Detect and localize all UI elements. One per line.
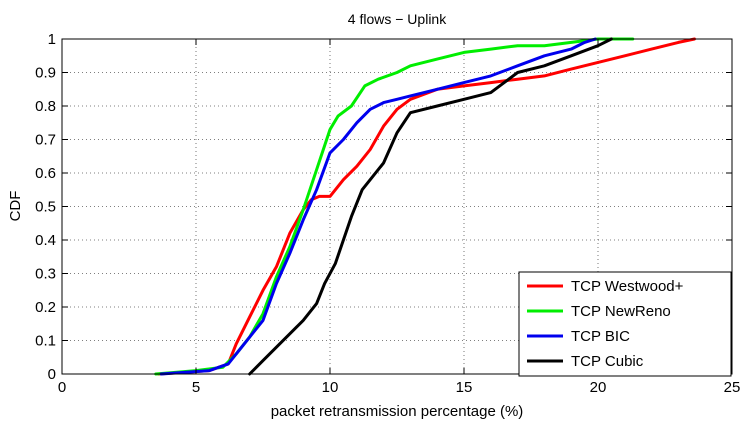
y-tick-label: 1 — [48, 31, 56, 48]
legend: TCP Westwood+ TCP NewReno TCP BIC TCP Cubic — [518, 271, 732, 377]
legend-label: TCP NewReno — [571, 303, 671, 320]
series-line-tcp-westwood — [157, 37, 696, 376]
y-tick-label: 0.9 — [35, 65, 56, 82]
legend-box — [518, 271, 732, 377]
x-tick-label: 0 — [58, 379, 66, 396]
y-tick-label: 0 — [48, 366, 56, 383]
y-tick-label: 0.2 — [35, 299, 56, 316]
x-axis-label: packet retransmission percentage (%) — [271, 403, 524, 420]
y-tick-label: 0.3 — [35, 266, 56, 283]
x-tick-label: 10 — [322, 379, 339, 396]
x-tick-label: 15 — [456, 379, 473, 396]
series-line-tcp-bic — [159, 37, 597, 376]
x-tick-label: 5 — [192, 379, 200, 396]
axis-ticks: 0 5 10 15 20 25 0 0.1 0.2 0.3 0.4 0.5 0.6 0.7 0.8 0.9 1 — [35, 31, 740, 396]
y-tick-label: 0.5 — [35, 199, 56, 216]
series-lines — [154, 37, 696, 376]
chart-title: 4 flows − Uplink — [348, 11, 447, 27]
legend-label: TCP Cubic — [571, 353, 644, 370]
legend-label: TCP BIC — [571, 328, 630, 345]
y-tick-label: 0.6 — [35, 165, 56, 182]
series-line-tcp-cubic — [248, 37, 613, 376]
y-axis-label: CDF — [7, 191, 24, 222]
x-tick-label: 20 — [590, 379, 607, 396]
legend-label: TCP Westwood+ — [571, 278, 684, 295]
y-tick-label: 0.4 — [35, 232, 56, 249]
y-tick-label: 0.1 — [35, 333, 56, 350]
y-tick-label: 0.7 — [35, 132, 56, 149]
x-tick-label: 25 — [724, 379, 741, 396]
y-tick-label: 0.8 — [35, 98, 56, 115]
